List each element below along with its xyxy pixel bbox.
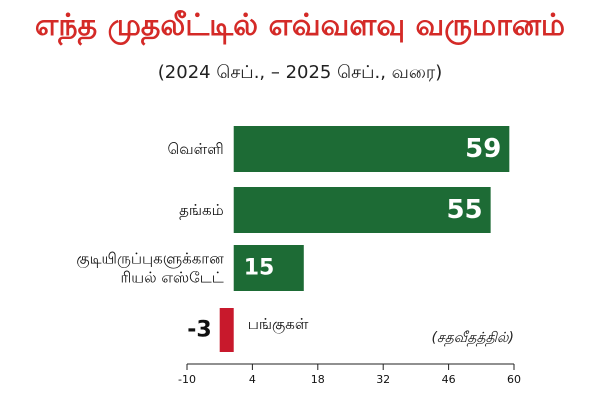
x-tick-label-1: 4 — [249, 373, 256, 386]
chart-title: எந்த முதலீட்டில் எவ்வளவு வருமானம் — [34, 8, 566, 43]
category-label-1: தங்கம் — [179, 201, 224, 219]
chart-subtitle: (2024 செப்., – 2025 செப்., வரை) — [157, 62, 443, 83]
unit-note: (சதவீதத்தில்) — [431, 330, 514, 347]
category-label-3: பங்குகள் — [248, 315, 309, 334]
value-label-0: 59 — [465, 134, 501, 164]
value-label-3: -3 — [187, 318, 211, 343]
bar-0 — [233, 126, 510, 172]
value-label-1: 55 — [446, 195, 482, 225]
bar-2 — [233, 245, 304, 291]
category-label-2-0: குடியிருப்புகளுக்கான — [76, 250, 224, 269]
category-label-2-1: ரியல் எஸ்டேட் — [120, 269, 223, 287]
x-tick-label-3: 32 — [376, 373, 390, 386]
x-tick-label-2: 18 — [311, 373, 325, 386]
x-tick-label-5: 60 — [507, 373, 521, 386]
bar-3 — [219, 308, 234, 352]
bar-1 — [233, 187, 491, 233]
value-label-2: 15 — [244, 256, 275, 281]
x-tick-label-0: -10 — [178, 373, 196, 386]
x-tick-label-4: 46 — [442, 373, 456, 386]
category-label-0: வெள்ளி — [168, 140, 224, 158]
